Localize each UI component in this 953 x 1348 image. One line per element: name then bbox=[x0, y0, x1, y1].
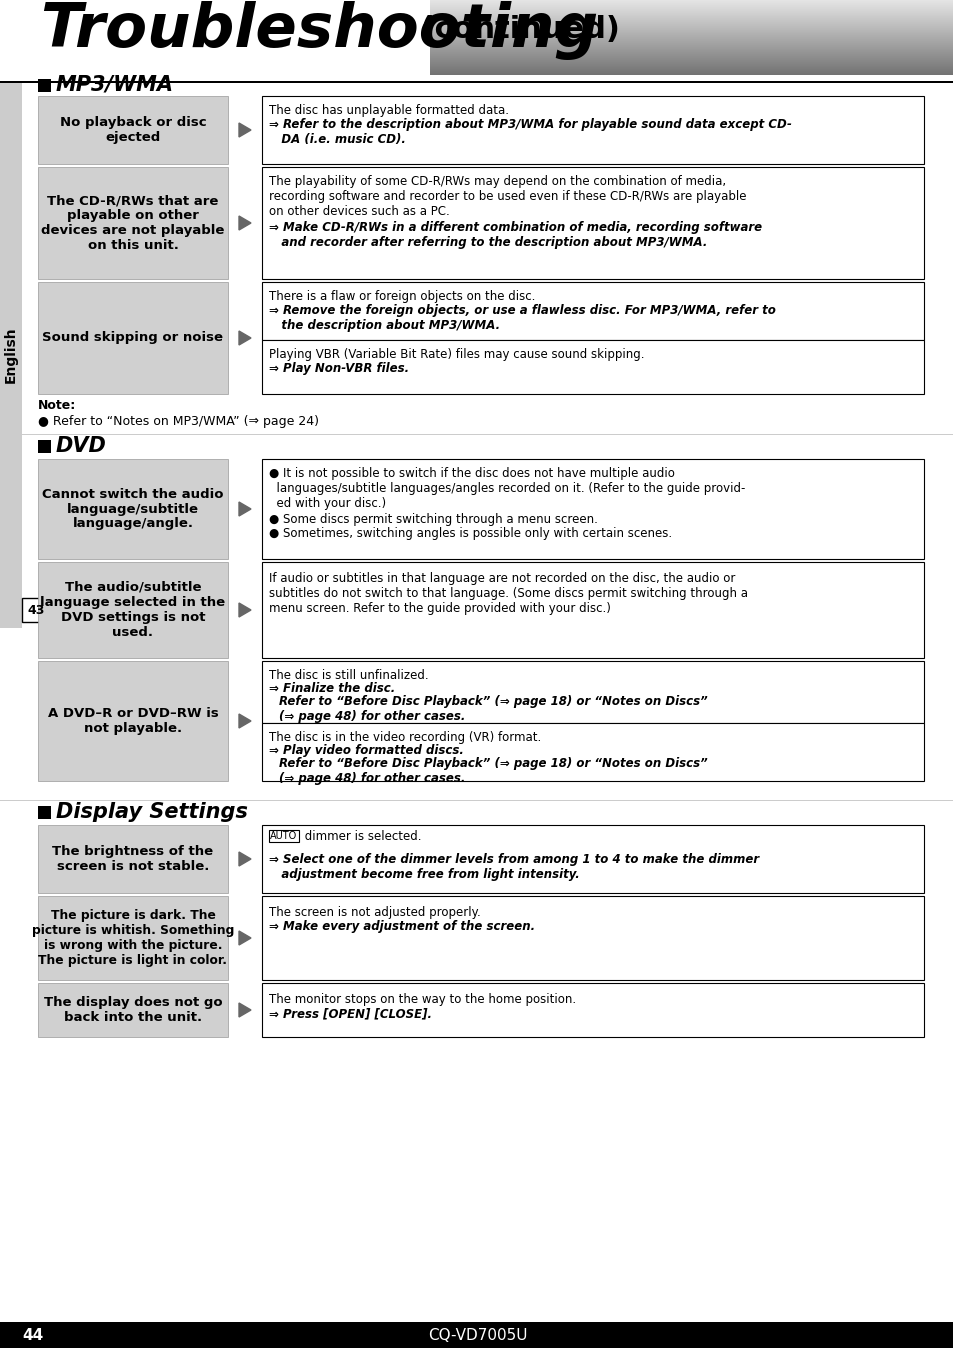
Text: (continued): (continued) bbox=[410, 15, 619, 44]
Text: The audio/subtitle
language selected in the
DVD settings is not
used.: The audio/subtitle language selected in … bbox=[40, 581, 225, 639]
Polygon shape bbox=[239, 332, 251, 345]
Text: No playback or disc
ejected: No playback or disc ejected bbox=[60, 116, 206, 144]
Text: English: English bbox=[4, 326, 18, 383]
Polygon shape bbox=[239, 852, 251, 865]
Bar bbox=[38, 896, 228, 980]
Text: Display Settings: Display Settings bbox=[56, 802, 248, 822]
Text: AUTO: AUTO bbox=[270, 830, 297, 841]
Text: The disc is in the video recording (VR) format.: The disc is in the video recording (VR) … bbox=[269, 731, 540, 744]
Text: ● Sometimes, switching angles is possible only with certain scenes.: ● Sometimes, switching angles is possibl… bbox=[269, 527, 672, 541]
Bar bbox=[262, 167, 923, 279]
Text: The disc is still unfinalized.: The disc is still unfinalized. bbox=[269, 669, 428, 682]
Bar bbox=[262, 896, 923, 980]
Bar bbox=[0, 1322, 953, 1348]
Text: ⇒ Play Non-VBR files.: ⇒ Play Non-VBR files. bbox=[269, 363, 409, 375]
Text: ⇒ Finalize the disc.: ⇒ Finalize the disc. bbox=[269, 682, 395, 696]
Bar bbox=[262, 562, 923, 658]
Text: The monitor stops on the way to the home position.: The monitor stops on the way to the home… bbox=[269, 993, 576, 1006]
Text: Playing VBR (Variable Bit Rate) files may cause sound skipping.: Playing VBR (Variable Bit Rate) files ma… bbox=[269, 348, 644, 361]
Text: MP3/WMA: MP3/WMA bbox=[56, 75, 173, 94]
Bar bbox=[0, 84, 22, 628]
Text: 44: 44 bbox=[22, 1328, 43, 1343]
Bar bbox=[38, 439, 51, 453]
Bar bbox=[262, 661, 923, 723]
Text: Sound skipping or noise: Sound skipping or noise bbox=[43, 332, 223, 345]
Bar bbox=[0, 799, 953, 801]
Polygon shape bbox=[239, 931, 251, 945]
Bar bbox=[22, 599, 50, 621]
Bar bbox=[38, 282, 228, 394]
Text: The picture is dark. The
picture is whitish. Something
is wrong with the picture: The picture is dark. The picture is whit… bbox=[31, 909, 233, 967]
Bar bbox=[262, 983, 923, 1037]
Text: There is a flaw or foreign objects on the disc.: There is a flaw or foreign objects on th… bbox=[269, 290, 535, 303]
Text: dimmer is selected.: dimmer is selected. bbox=[301, 829, 421, 842]
Bar bbox=[38, 562, 228, 658]
Bar bbox=[38, 983, 228, 1037]
Text: ⇒ Refer to the description about MP3/WMA for playable sound data except CD-
   D: ⇒ Refer to the description about MP3/WMA… bbox=[269, 119, 791, 146]
Bar bbox=[38, 167, 228, 279]
Text: The brightness of the
screen is not stable.: The brightness of the screen is not stab… bbox=[52, 845, 213, 874]
Text: Note:: Note: bbox=[38, 399, 76, 412]
Polygon shape bbox=[239, 216, 251, 231]
Bar bbox=[38, 96, 228, 164]
Text: The display does not go
back into the unit.: The display does not go back into the un… bbox=[44, 996, 222, 1024]
Polygon shape bbox=[239, 603, 251, 617]
Bar bbox=[38, 460, 228, 559]
Text: Cannot switch the audio
language/subtitle
language/angle.: Cannot switch the audio language/subtitl… bbox=[42, 488, 224, 531]
Polygon shape bbox=[239, 501, 251, 516]
Text: Refer to “Before Disc Playback” (⇒ page 18) or “Notes on Discs”
(⇒ page 48) for : Refer to “Before Disc Playback” (⇒ page … bbox=[278, 758, 707, 785]
Text: ⇒ Play video formatted discs.: ⇒ Play video formatted discs. bbox=[269, 744, 463, 758]
Bar bbox=[262, 825, 923, 892]
Text: The playability of some CD-R/RWs may depend on the combination of media,
recordi: The playability of some CD-R/RWs may dep… bbox=[269, 175, 745, 218]
Text: ⇒ Remove the foreign objects, or use a flawless disc. For MP3/WMA, refer to
   t: ⇒ Remove the foreign objects, or use a f… bbox=[269, 305, 775, 332]
Text: The disc has unplayable formatted data.: The disc has unplayable formatted data. bbox=[269, 104, 509, 117]
Text: 43: 43 bbox=[28, 604, 45, 616]
Text: Refer to “Before Disc Playback” (⇒ page 18) or “Notes on Discs”
(⇒ page 48) for : Refer to “Before Disc Playback” (⇒ page … bbox=[278, 696, 707, 723]
Text: ⇒ Select one of the dimmer levels from among 1 to 4 to make the dimmer
   adjust: ⇒ Select one of the dimmer levels from a… bbox=[269, 853, 759, 882]
Text: ● Refer to “Notes on MP3/WMA” (⇒ page 24): ● Refer to “Notes on MP3/WMA” (⇒ page 24… bbox=[38, 415, 318, 429]
Bar bbox=[38, 825, 228, 892]
Text: The CD-R/RWs that are
playable on other
devices are not playable
on this unit.: The CD-R/RWs that are playable on other … bbox=[41, 194, 225, 252]
Bar bbox=[0, 81, 953, 84]
Bar bbox=[262, 96, 923, 164]
Text: A DVD–R or DVD–RW is
not playable.: A DVD–R or DVD–RW is not playable. bbox=[48, 706, 218, 735]
Polygon shape bbox=[239, 1003, 251, 1016]
Bar bbox=[262, 282, 923, 340]
Polygon shape bbox=[239, 123, 251, 137]
Bar bbox=[38, 806, 51, 820]
Text: CQ-VD7005U: CQ-VD7005U bbox=[428, 1328, 527, 1343]
Text: The screen is not adjusted properly.: The screen is not adjusted properly. bbox=[269, 906, 480, 919]
Text: DVD: DVD bbox=[56, 435, 107, 456]
Bar bbox=[262, 723, 923, 780]
Text: If audio or subtitles in that language are not recorded on the disc, the audio o: If audio or subtitles in that language a… bbox=[269, 572, 747, 615]
Text: ⇒ Make every adjustment of the screen.: ⇒ Make every adjustment of the screen. bbox=[269, 919, 535, 933]
Text: ● It is not possible to switch if the disc does not have multiple audio
  langua: ● It is not possible to switch if the di… bbox=[269, 466, 744, 510]
Text: Troubleshooting: Troubleshooting bbox=[40, 0, 598, 59]
Text: ⇒ Make CD-R/RWs in a different combination of media, recording software
   and r: ⇒ Make CD-R/RWs in a different combinati… bbox=[269, 221, 761, 249]
Bar bbox=[262, 460, 923, 559]
Text: ● Some discs permit switching through a menu screen.: ● Some discs permit switching through a … bbox=[269, 514, 598, 526]
Bar bbox=[269, 830, 298, 842]
Text: ⇒ Press [OPEN] [CLOSE].: ⇒ Press [OPEN] [CLOSE]. bbox=[269, 1007, 432, 1020]
Bar bbox=[38, 661, 228, 780]
Bar bbox=[262, 340, 923, 394]
Bar bbox=[0, 434, 953, 435]
Bar bbox=[38, 80, 51, 92]
Polygon shape bbox=[239, 714, 251, 728]
